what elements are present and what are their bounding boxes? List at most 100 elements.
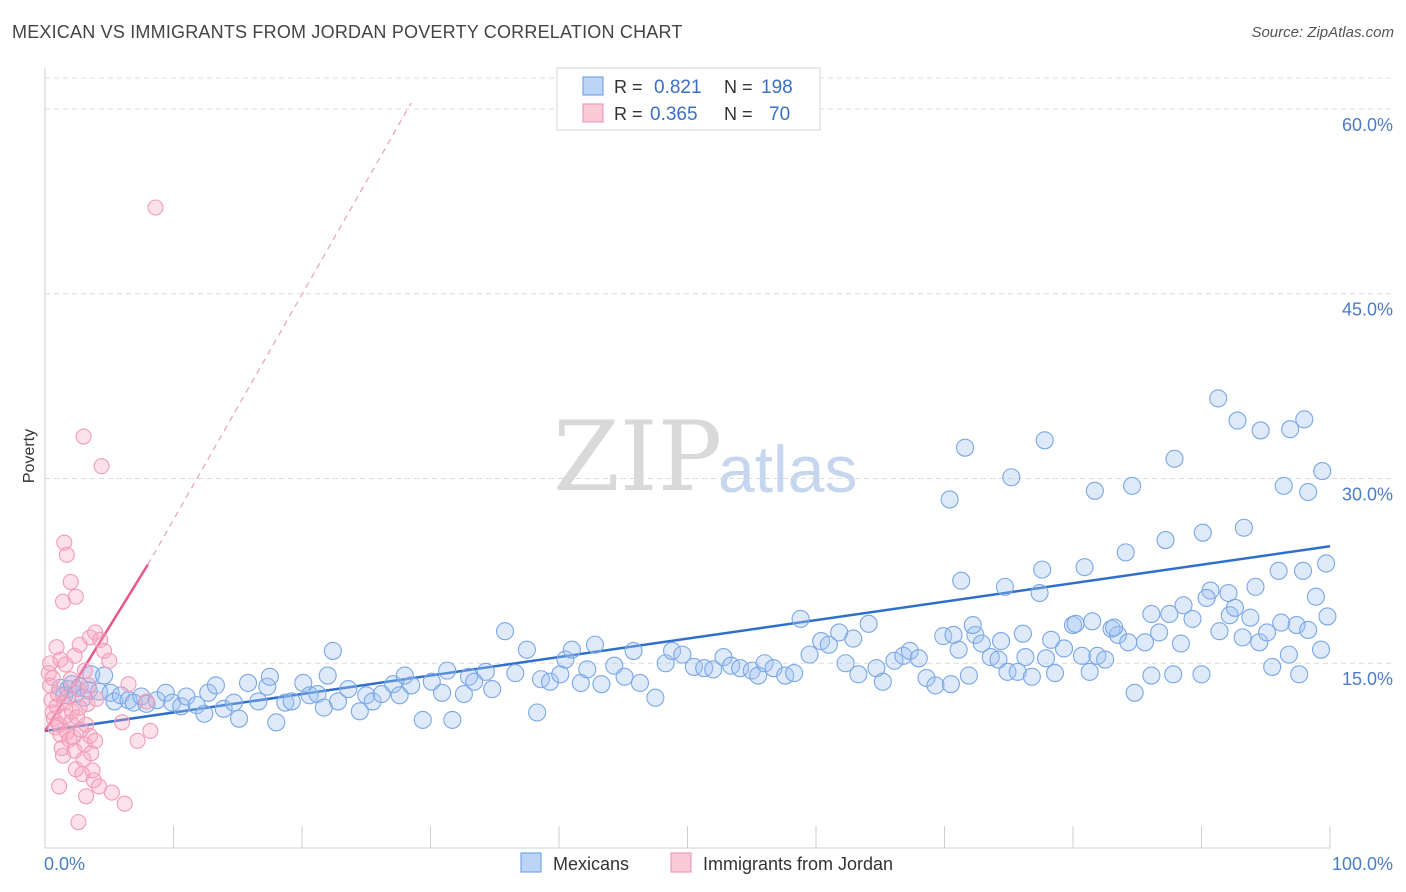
mexican-point <box>944 625 963 644</box>
mexican-point <box>1080 662 1099 681</box>
mexican-point <box>1045 664 1065 683</box>
legend-swatch-mexicans <box>520 852 542 873</box>
mexican-point <box>195 704 214 723</box>
mexican-point <box>556 650 575 669</box>
mexican-point <box>900 641 919 660</box>
mexican-point <box>578 660 597 679</box>
mexican-point <box>849 665 868 684</box>
legend-n-label-1: N = <box>724 77 753 97</box>
mexican-point <box>454 684 473 704</box>
jordan-point <box>101 652 118 669</box>
legend-swatch-blue <box>582 76 604 96</box>
legend-r-value-2: 0.365 <box>650 104 698 125</box>
jordan-point <box>52 726 69 743</box>
legend-r-value-1: 0.821 <box>654 77 702 98</box>
mexican-point <box>1290 665 1309 684</box>
jordan-point <box>129 732 146 749</box>
mexican-point <box>1119 633 1138 652</box>
mexican-point <box>1013 624 1032 643</box>
mexican-point <box>214 699 233 718</box>
mexican-point <box>1318 607 1337 626</box>
jordan-trend-extension <box>147 102 412 565</box>
mexican-point <box>1281 420 1300 439</box>
mexican-point <box>1241 608 1260 627</box>
grid-lines <box>45 77 1395 664</box>
mexican-point <box>1228 411 1247 430</box>
mexican-point <box>1197 588 1216 608</box>
mexican-point <box>1164 665 1183 684</box>
mexican-point <box>1035 431 1054 450</box>
mexican-point <box>1234 518 1253 537</box>
mexican-point <box>422 672 441 691</box>
jordan-point <box>75 428 92 445</box>
mexican-point <box>1160 604 1179 624</box>
mexican-point <box>1263 657 1282 676</box>
mexican-point <box>1317 554 1336 573</box>
mexican-point <box>1066 614 1085 633</box>
mexican-point <box>1174 596 1193 615</box>
legend-n-value-1: 198 <box>761 77 793 98</box>
mexican-point <box>1210 622 1229 641</box>
mexican-point <box>1142 666 1161 685</box>
mexican-point <box>540 672 560 691</box>
jordan-point <box>83 745 100 762</box>
mexican-point <box>1030 583 1049 603</box>
mexican-point <box>952 571 971 590</box>
mexican-point <box>1250 633 1269 652</box>
jordan-point <box>49 685 66 703</box>
mexican-point <box>318 666 337 685</box>
mexican-point <box>704 660 723 679</box>
mexican-point <box>238 673 258 692</box>
mexican-point <box>1150 623 1169 642</box>
mexican-point <box>413 710 432 729</box>
mexican-point <box>1257 623 1277 642</box>
jordan-point <box>147 199 164 216</box>
jordan-point <box>80 677 97 694</box>
mexican-point <box>989 650 1008 669</box>
mexican-point <box>1135 633 1155 652</box>
mexican-point <box>350 702 369 721</box>
jordan-point <box>120 676 137 693</box>
mexican-point <box>1274 476 1293 495</box>
mexican-point <box>1085 481 1104 500</box>
legend-r-label-2: R = <box>614 104 643 124</box>
stats-legend: R = 0.821 N = 198 R = 0.365 N = 70 <box>556 67 821 131</box>
mexican-point <box>300 686 319 705</box>
y-tick-label: 45.0% <box>1342 300 1393 320</box>
mexican-point <box>1287 616 1306 635</box>
mexican-point <box>940 490 959 509</box>
mexican-point <box>1233 628 1252 647</box>
x-tick-label: 0.0% <box>44 854 85 874</box>
mexican-point <box>1072 646 1092 665</box>
mexican-point <box>402 676 421 695</box>
mexican-point <box>172 697 191 716</box>
jordan-point <box>76 662 93 679</box>
mexican-point <box>95 666 114 685</box>
legend-swatch-jordan <box>670 852 692 873</box>
x-tick-label: 100.0% <box>1332 854 1393 874</box>
mexican-point <box>363 692 382 711</box>
mexican-point <box>147 691 166 710</box>
mexican-point <box>1096 650 1115 669</box>
jordan-point <box>51 778 68 795</box>
mexican-point <box>615 667 634 686</box>
mexican-point <box>731 659 750 678</box>
mexican-point <box>755 654 774 673</box>
jordan-point <box>71 699 88 716</box>
mexican-point <box>1036 649 1056 668</box>
jordan-point <box>93 458 110 475</box>
mexican-point <box>1219 583 1238 603</box>
axes <box>44 68 1331 849</box>
watermark-atlas: atlas <box>718 432 857 506</box>
y-tick-label: 60.0% <box>1342 115 1393 135</box>
mexican-point <box>1313 462 1332 481</box>
jordan-point <box>78 788 95 805</box>
mexican-point <box>517 640 536 659</box>
mexican-point <box>673 645 692 664</box>
jordan-point <box>58 546 75 563</box>
mexican-point <box>1054 639 1074 658</box>
mexican-point <box>438 661 457 680</box>
jordan-point <box>67 588 84 605</box>
jordan-point <box>62 573 79 590</box>
jordan-point <box>48 639 65 656</box>
